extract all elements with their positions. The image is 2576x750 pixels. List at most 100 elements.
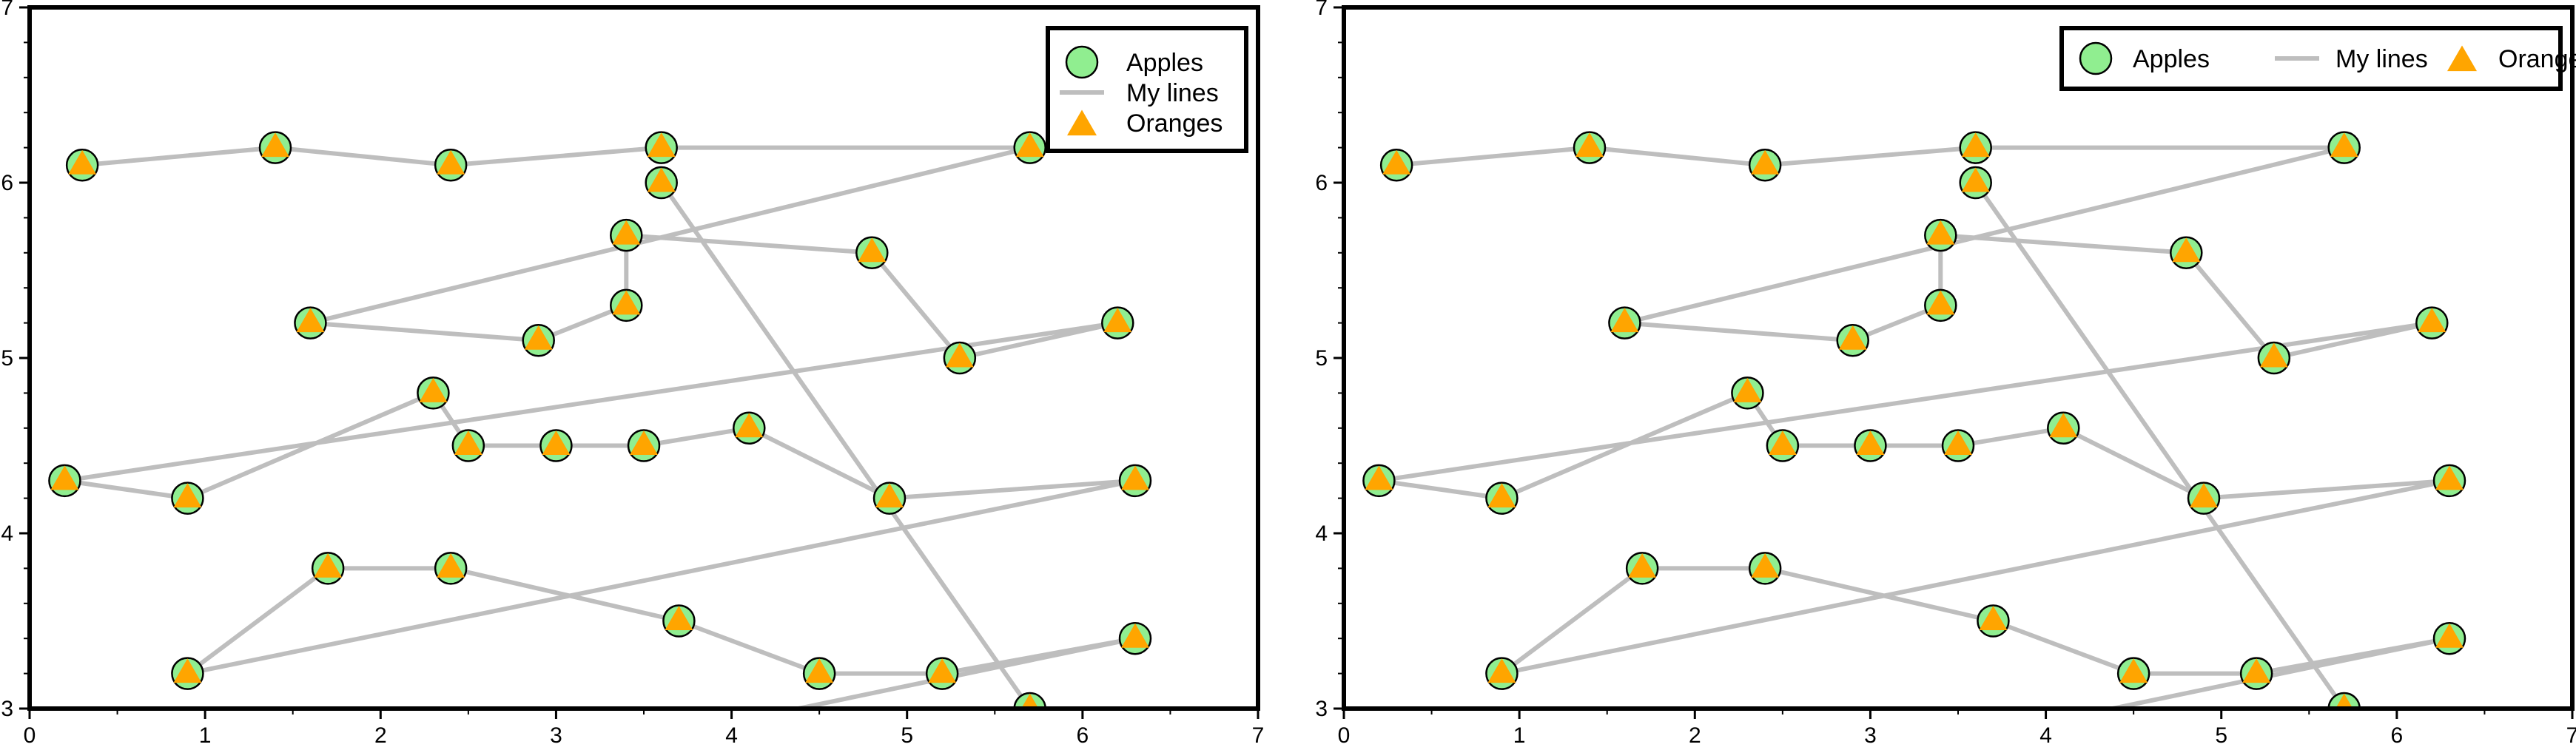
- x-tick-label: 1: [199, 723, 212, 748]
- y-tick-label: 5: [1, 346, 13, 371]
- orange-point: [1751, 553, 1780, 578]
- y-tick-label: 6: [1315, 171, 1328, 195]
- orange-point: [2435, 465, 2464, 490]
- legend-label: Oranges: [2498, 45, 2576, 73]
- legend-label: My lines: [2335, 45, 2428, 73]
- legend-orange-symbol: [2447, 45, 2477, 72]
- orange-point: [1487, 658, 1516, 683]
- y-tick-label: 3: [1, 697, 13, 721]
- orange-point: [2172, 237, 2201, 263]
- y-axis: 3 4 5 6 7: [1315, 0, 1344, 721]
- orange-point: [1926, 290, 1955, 315]
- orange-point: [2330, 132, 2358, 158]
- orange-point: [1768, 430, 1797, 456]
- orange-point: [542, 430, 571, 456]
- orange-point: [1103, 308, 1132, 333]
- orange-point: [1121, 623, 1149, 648]
- orange-point: [647, 132, 676, 158]
- x-tick-label: 0: [1338, 723, 1351, 748]
- legend-orange-symbol: [1067, 109, 1097, 136]
- orange-point: [805, 658, 834, 683]
- orange-point: [1015, 132, 1044, 158]
- orange-point: [1575, 132, 1604, 158]
- orange-point: [630, 430, 658, 456]
- orange-point: [314, 553, 343, 578]
- legend-label: My lines: [1126, 79, 1219, 107]
- orange-point: [1838, 325, 1867, 350]
- x-tick-label: 1: [1513, 723, 1526, 748]
- legend-label: Oranges: [1126, 109, 1223, 138]
- orange-point: [50, 465, 79, 490]
- x-tick-label: 7: [2566, 723, 2576, 748]
- orange-point: [875, 483, 904, 508]
- orange-point: [2259, 342, 2288, 368]
- orange-point: [2049, 413, 2078, 438]
- orange-point: [1979, 606, 2008, 631]
- x-axis: 0 1 2 3 4 5 6 7: [24, 709, 1265, 748]
- x-tick-label: 7: [1252, 723, 1265, 748]
- x-tick-label: 4: [725, 723, 738, 748]
- orange-point: [735, 413, 764, 438]
- legend-apple-symbol: [1065, 45, 1099, 79]
- legend-label: Apples: [1126, 49, 1203, 77]
- orange-point: [665, 606, 693, 631]
- orange-point: [2014, 711, 2042, 735]
- legend-apple-symbol: [2079, 41, 2113, 75]
- orange-point: [945, 342, 974, 368]
- orange-point: [2190, 483, 2218, 508]
- orange-point: [1733, 377, 1762, 402]
- orange-point: [647, 167, 676, 192]
- plot-area: [48, 131, 1152, 709]
- orange-point: [454, 430, 482, 456]
- series-line-my-lines: [62, 145, 1137, 709]
- orange-point: [1365, 465, 1393, 490]
- orange-point: [173, 658, 202, 683]
- orange-point: [858, 237, 887, 263]
- x-tick-label: 2: [374, 723, 387, 748]
- orange-point: [1751, 149, 1780, 175]
- orange-point: [2418, 308, 2446, 333]
- orange-point: [419, 377, 448, 402]
- orange-point: [68, 149, 97, 175]
- orange-point: [1944, 430, 1972, 456]
- y-tick-label: 6: [1, 171, 13, 195]
- orange-point: [437, 553, 465, 578]
- x-tick-label: 6: [1077, 723, 1089, 748]
- x-tick-label: 3: [550, 723, 562, 748]
- y-tick-label: 5: [1315, 346, 1328, 371]
- orange-point: [2119, 658, 2148, 683]
- orange-point: [1121, 465, 1149, 490]
- y-tick-label: 3: [1315, 697, 1328, 721]
- plot-frame: [1342, 5, 2575, 711]
- orange-point: [1926, 220, 1955, 245]
- y-tick-label: 4: [1315, 521, 1328, 546]
- orange-point: [1382, 149, 1411, 175]
- orange-point: [437, 149, 465, 175]
- x-axis: 0 1 2 3 4 5 6 7: [1338, 709, 2576, 748]
- y-axis: 3 4 5 6 7: [1, 0, 30, 721]
- orange-point: [173, 483, 202, 508]
- orange-point: [2435, 623, 2464, 648]
- y-tick-label: 7: [1315, 0, 1328, 20]
- orange-point: [296, 308, 325, 333]
- orange-point: [1961, 132, 1990, 158]
- orange-point: [2335, 693, 2353, 709]
- x-tick-label: 6: [2391, 723, 2404, 748]
- x-tick-label: 0: [24, 723, 36, 748]
- orange-point: [1856, 430, 1885, 456]
- x-tick-label: 4: [2039, 723, 2052, 748]
- orange-point: [612, 220, 641, 245]
- orange-point: [612, 290, 641, 315]
- y-tick-label: 7: [1, 0, 13, 20]
- x-tick-label: 5: [901, 723, 913, 748]
- orange-point: [1487, 483, 1516, 508]
- orange-point: [1628, 553, 1657, 578]
- y-tick-label: 4: [1, 521, 13, 546]
- orange-point: [928, 658, 957, 683]
- x-tick-label: 3: [1864, 723, 1877, 748]
- plot-area: [1362, 131, 2466, 735]
- orange-point: [1961, 167, 1990, 192]
